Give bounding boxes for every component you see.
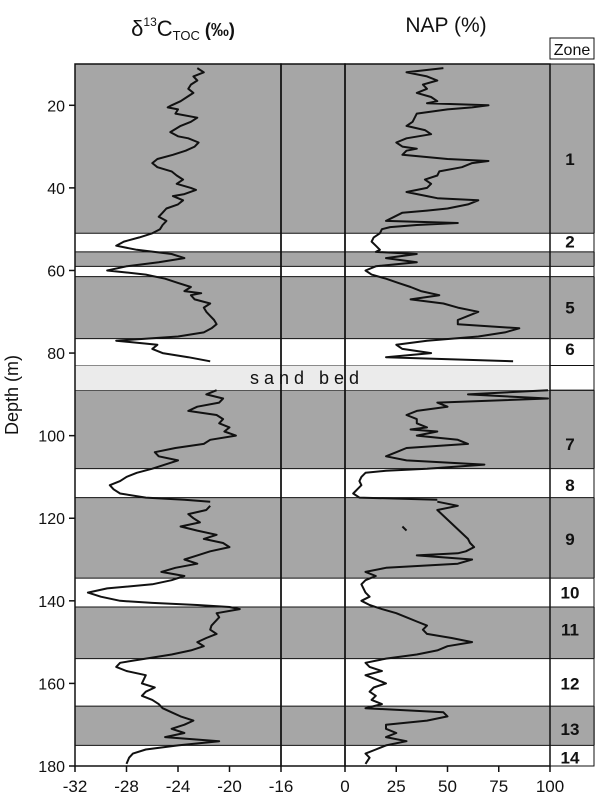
left-x-tick-label-3: -20 [217,777,242,796]
zone-label-7: 7 [565,435,574,454]
zone-band-7 [75,468,595,498]
y-tick-label-5: 120 [38,511,65,528]
left-panel-title: δ13CTOC (‰) [131,15,235,43]
series-line-left-1 [108,389,237,503]
zone-bands [75,63,595,767]
zone-band-1 [75,233,595,252]
zone-label-6: 6 [565,340,574,359]
right-x-tick-label-2: 50 [438,777,457,796]
zone-label-10: 10 [561,584,580,603]
zone-label-2: 2 [565,233,574,252]
y-tick-label-8: 180 [38,759,65,776]
series-line-left-0 [106,67,218,363]
zone-label-11: 11 [561,621,579,640]
y-tick-label-1: 40 [47,181,65,198]
zone-label-12: 12 [561,674,580,693]
y-tick-label-2: 60 [47,263,65,280]
y-axis-label: Depth (m) [2,355,22,435]
y-tick-label-6: 140 [38,594,65,611]
zone-band-3 [75,266,595,277]
data-series [86,67,549,765]
series-line-right-3 [364,67,521,363]
left-x-tick-label-1: -28 [114,777,139,796]
right-x-tick-label-4: 100 [536,777,564,796]
right-x-tick-label-0: 0 [340,777,349,796]
zone-band-2 [75,251,595,267]
left-x-tick-label-4: -16 [269,777,294,796]
sand-bed-band [75,365,550,391]
zone-header-box [549,37,595,60]
zone-label-1: 1 [565,150,574,169]
zone-label-5: 5 [565,299,574,318]
zone-band-6 [75,390,595,469]
y-tick-label-4: 100 [38,429,65,446]
right-panel-title: NAP (%) [405,14,486,37]
zone-band-0 [75,64,595,234]
series-line-right-4 [352,389,549,501]
axes: 20 40 60 80 100 120 140 160 180-32 -28 -24 -20 -16 0 2… [38,98,564,796]
zone-label-8: 8 [565,476,574,495]
zone-label-13: 13 [561,720,580,739]
y-tick-label-7: 160 [38,676,65,693]
zone-band-8 [75,497,595,579]
right-x-tick-label-1: 25 [387,777,406,796]
zone-band-10 [75,607,595,659]
sand-bed-label: sand bed [250,368,364,388]
y-tick-label-3: 80 [47,346,65,363]
zone-band-13 [75,745,595,766]
series-line-left-2 [86,505,241,765]
left-x-tick-label-2: -24 [166,777,191,796]
zone-band-5 [75,338,595,362]
series-line-right-6 [401,525,408,532]
zone-label-9: 9 [565,530,574,549]
zone-band-12 [75,706,595,746]
right-x-tick-label-3: 75 [489,777,508,796]
series-line-right-5 [360,500,476,765]
zone-header: Zone [554,42,591,59]
zone-label-14: 14 [561,749,580,768]
y-tick-label-0: 20 [47,98,65,115]
zone-band-11 [75,658,595,707]
left-x-tick-label-0: -32 [63,777,88,796]
